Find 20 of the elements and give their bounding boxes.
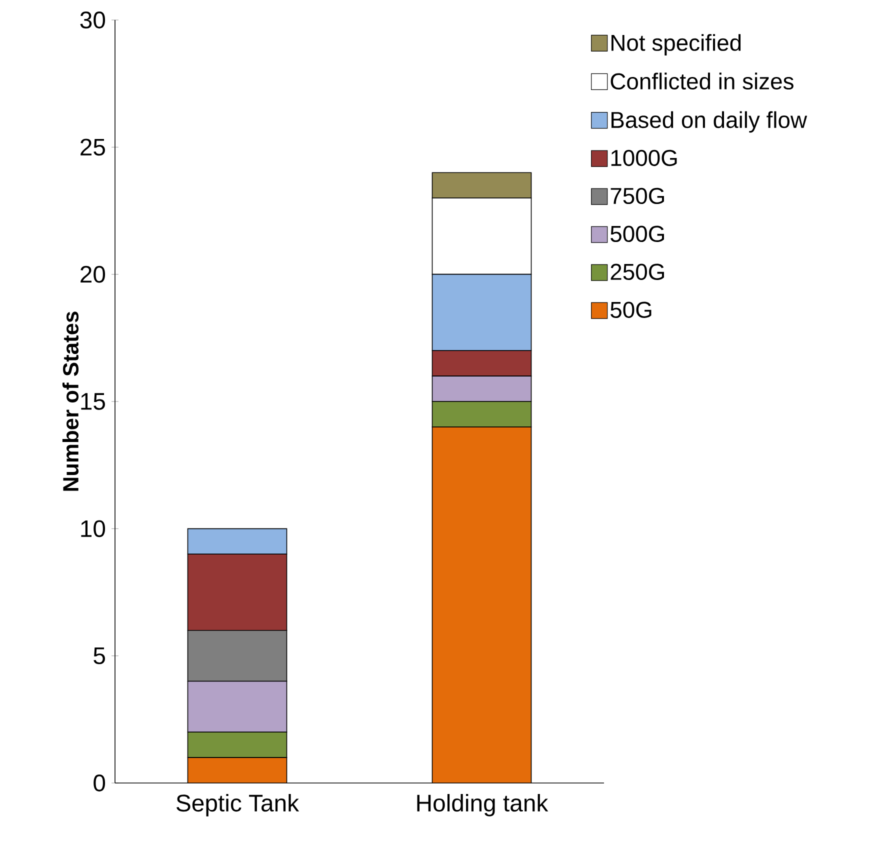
bar (432, 426, 532, 783)
legend-label: 750G (610, 188, 664, 204)
legend-label: 250G (610, 264, 664, 280)
y-tick-label: 0 (94, 774, 106, 792)
legend-label: 1000G (611, 150, 677, 166)
legend-label: 50G (610, 302, 652, 318)
y-tick-label: 25 (80, 138, 105, 156)
y-tick-label: 30 (80, 12, 106, 28)
y-tick-label: 5 (94, 647, 105, 664)
bar (188, 758, 287, 783)
y-tick-label: 15 (81, 393, 105, 410)
legend-label: Conflicted in sizes (610, 72, 794, 90)
x-tick-label: Holding tank (417, 794, 548, 816)
legend-label: Not specified (612, 34, 741, 56)
y-tick-label: 10 (81, 520, 106, 538)
x-tick-label: Septic Tank (176, 794, 300, 816)
y-axis-title: Number of States (62, 312, 79, 491)
y-tick-label: 20 (80, 266, 106, 283)
legend-label: Based on daily flow (612, 111, 808, 133)
legend-label: 500G (610, 226, 664, 242)
